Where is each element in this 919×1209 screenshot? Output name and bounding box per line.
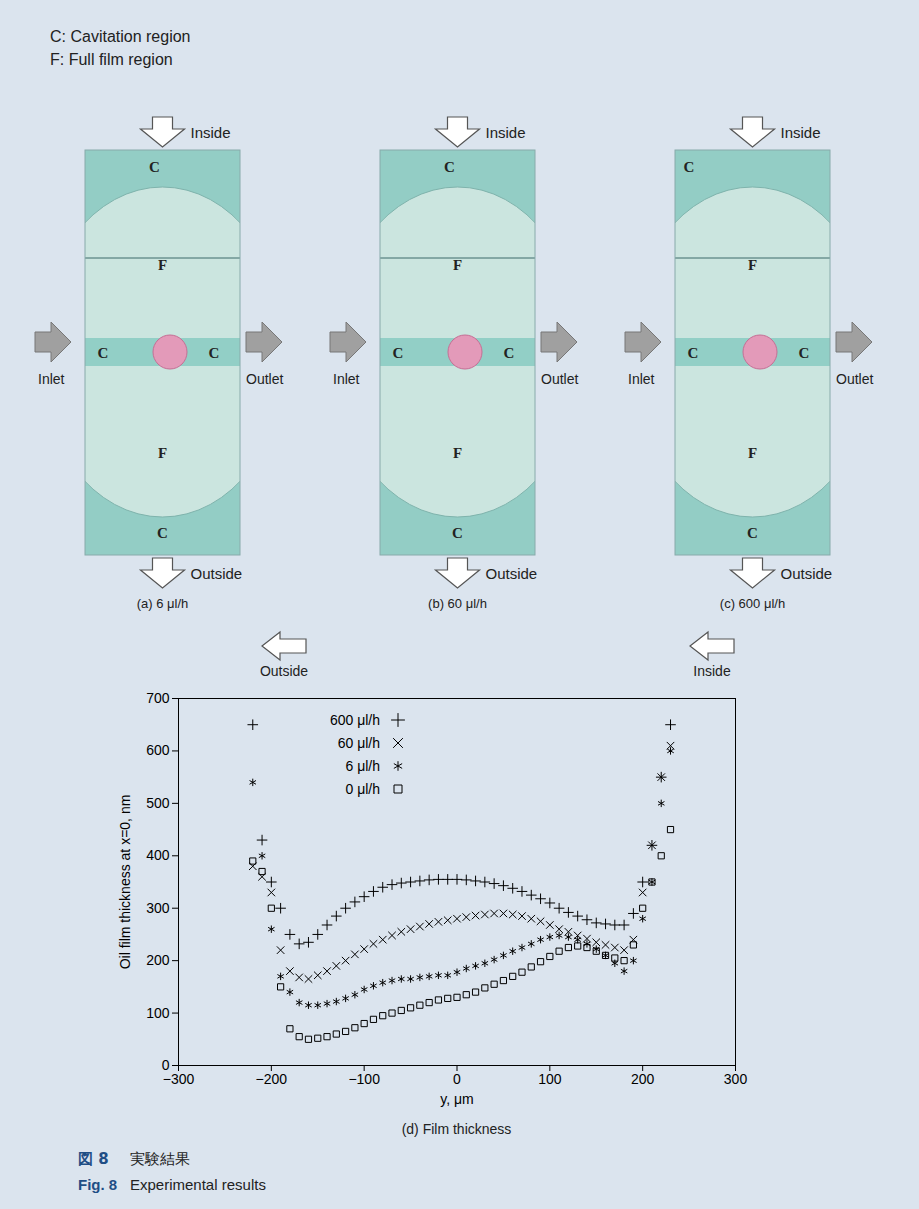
svg-text:Fig. 8: Fig. 8 <box>78 1176 117 1193</box>
svg-text:C: Cavitation region: C: Cavitation region <box>50 28 191 45</box>
svg-text:Oil film thickness at x=0, nm: Oil film thickness at x=0, nm <box>117 795 133 970</box>
svg-text:C: C <box>393 345 404 361</box>
svg-text:C: C <box>209 345 220 361</box>
svg-text:Inlet: Inlet <box>38 371 65 387</box>
svg-text:Experimental results: Experimental results <box>130 1176 266 1193</box>
svg-text:Outlet: Outlet <box>836 371 873 387</box>
svg-text:F: F <box>748 445 757 461</box>
svg-text:C: C <box>444 159 455 175</box>
svg-text:F: F <box>158 257 167 273</box>
svg-text:400: 400 <box>146 847 170 863</box>
svg-text:C: C <box>98 345 109 361</box>
svg-text:−100: −100 <box>348 1071 380 1087</box>
svg-text:Inside: Inside <box>693 663 731 679</box>
svg-text:Outside: Outside <box>486 565 538 582</box>
svg-text:700: 700 <box>146 690 170 706</box>
svg-text:Outside: Outside <box>191 565 243 582</box>
svg-text:600: 600 <box>146 742 170 758</box>
svg-text:Inside: Inside <box>191 124 231 141</box>
svg-text:C: C <box>747 525 758 541</box>
svg-text:C: C <box>504 345 515 361</box>
svg-text:C: C <box>157 525 168 541</box>
svg-text:Inside: Inside <box>781 124 821 141</box>
svg-text:(c) 600 μl/h: (c) 600 μl/h <box>720 596 785 611</box>
svg-text:(d) Film thickness: (d) Film thickness <box>402 1121 512 1137</box>
svg-text:Outside: Outside <box>260 663 308 679</box>
svg-text:C: C <box>452 525 463 541</box>
svg-text:Outside: Outside <box>781 565 833 582</box>
svg-text:0: 0 <box>453 1071 461 1087</box>
svg-text:図 8: 図 8 <box>78 1150 109 1168</box>
svg-text:6 μl/h: 6 μl/h <box>345 758 380 774</box>
svg-text:F: F <box>748 257 757 273</box>
svg-text:200: 200 <box>146 952 170 968</box>
svg-text:C: C <box>799 345 810 361</box>
svg-text:F: F <box>158 445 167 461</box>
svg-text:C: C <box>149 159 160 175</box>
svg-text:C: C <box>684 159 695 175</box>
svg-text:0 μl/h: 0 μl/h <box>345 781 380 797</box>
svg-text:−300: −300 <box>163 1071 195 1087</box>
svg-text:−200: −200 <box>256 1071 288 1087</box>
svg-text:Outlet: Outlet <box>541 371 578 387</box>
svg-text:F: F <box>453 445 462 461</box>
svg-text:60 μl/h: 60 μl/h <box>338 735 380 751</box>
svg-text:Inlet: Inlet <box>333 371 360 387</box>
svg-text:500: 500 <box>146 795 170 811</box>
svg-text:300: 300 <box>146 900 170 916</box>
svg-text:(a) 6 μl/h: (a) 6 μl/h <box>137 596 189 611</box>
svg-text:100: 100 <box>146 1005 170 1021</box>
svg-text:Outlet: Outlet <box>246 371 283 387</box>
svg-text:実験結果: 実験結果 <box>130 1150 190 1168</box>
svg-text:200: 200 <box>631 1071 655 1087</box>
svg-text:0: 0 <box>161 1057 170 1073</box>
svg-text:300: 300 <box>724 1071 748 1087</box>
svg-text:(b) 60 μl/h: (b) 60 μl/h <box>428 596 487 611</box>
svg-text:y, μm: y, μm <box>440 1091 473 1107</box>
svg-text:C: C <box>688 345 699 361</box>
svg-text:F: Full film region: F: Full film region <box>50 51 173 68</box>
svg-text:600 μl/h: 600 μl/h <box>330 712 380 728</box>
svg-text:Inside: Inside <box>486 124 526 141</box>
svg-text:100: 100 <box>538 1071 562 1087</box>
svg-text:F: F <box>453 257 462 273</box>
svg-text:Inlet: Inlet <box>628 371 655 387</box>
